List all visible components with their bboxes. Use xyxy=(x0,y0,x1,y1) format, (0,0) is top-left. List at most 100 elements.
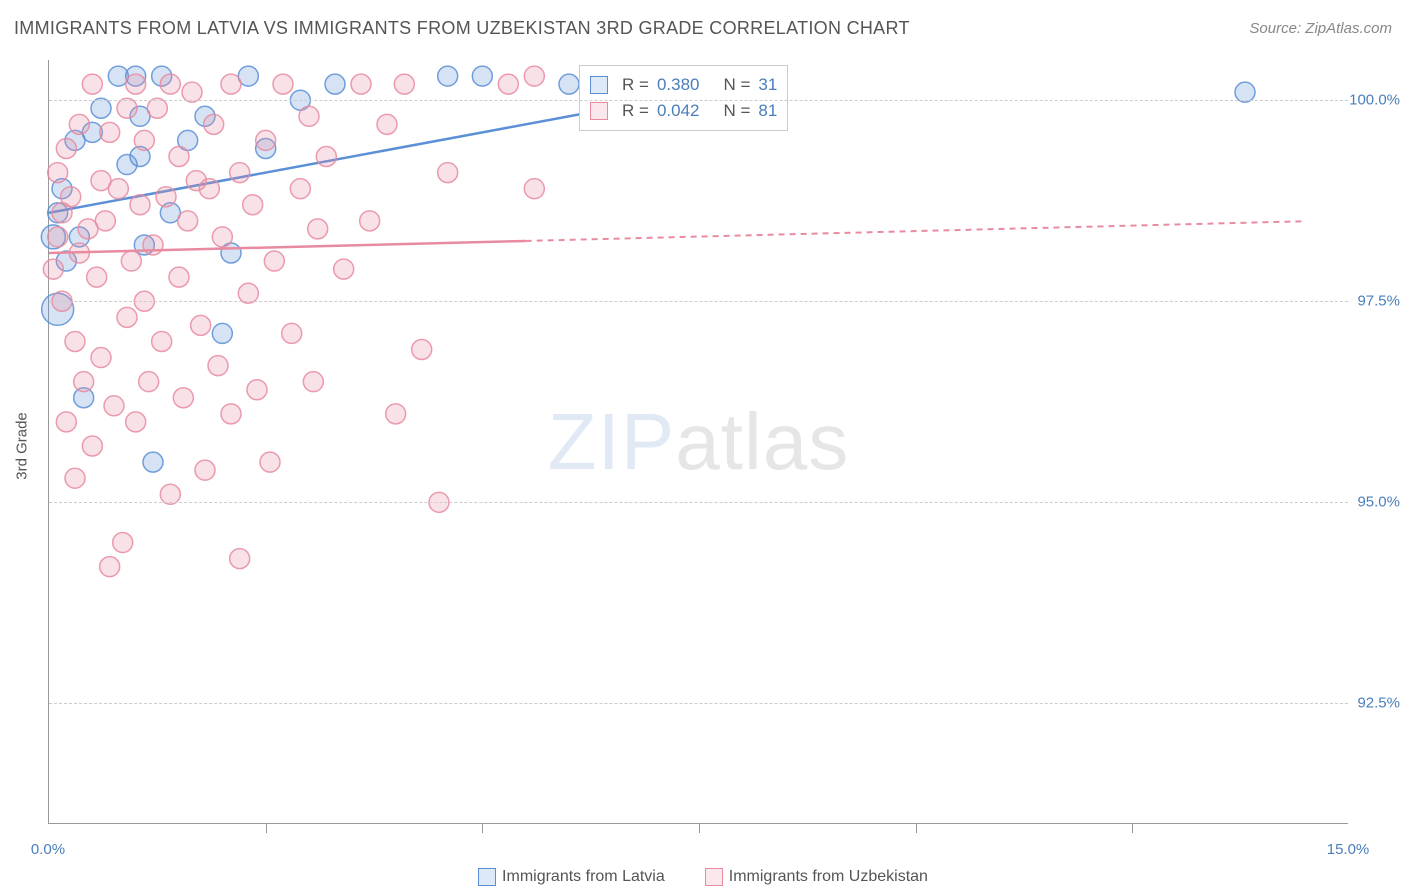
legend-swatch xyxy=(590,102,608,120)
scatter-point xyxy=(43,259,63,279)
scatter-point xyxy=(230,163,250,183)
scatter-point xyxy=(74,372,94,392)
scatter-point xyxy=(69,114,89,134)
scatter-point xyxy=(299,106,319,126)
scatter-point xyxy=(195,460,215,480)
scatter-point xyxy=(56,138,76,158)
scatter-point xyxy=(316,147,336,167)
stat-r-value: 0.042 xyxy=(657,101,700,121)
scatter-point xyxy=(82,74,102,94)
scatter-point xyxy=(108,179,128,199)
gridline xyxy=(49,301,1348,302)
x-tick xyxy=(1132,823,1133,833)
stat-legend-row: R = 0.042 N = 81 xyxy=(590,98,777,124)
scatter-point xyxy=(212,227,232,247)
chart-title: IMMIGRANTS FROM LATVIA VS IMMIGRANTS FRO… xyxy=(14,18,910,39)
x-tick-label: 0.0% xyxy=(31,841,65,858)
scatter-point xyxy=(204,114,224,134)
trend-line-extrapolated xyxy=(526,221,1306,241)
scatter-point xyxy=(143,452,163,472)
stat-n-value: 31 xyxy=(758,75,777,95)
gridline xyxy=(49,703,1348,704)
scatter-point xyxy=(438,66,458,86)
scatter-point xyxy=(334,259,354,279)
y-tick-label: 95.0% xyxy=(1357,494,1400,511)
scatter-point xyxy=(351,74,371,94)
scatter-point xyxy=(260,452,280,472)
scatter-point xyxy=(472,66,492,86)
scatter-point xyxy=(173,388,193,408)
legend-label: Immigrants from Uzbekistan xyxy=(729,868,928,885)
stat-n-value: 81 xyxy=(758,101,777,121)
scatter-point xyxy=(160,484,180,504)
scatter-point xyxy=(273,74,293,94)
stat-r-label: R = xyxy=(622,75,649,95)
scatter-point xyxy=(498,74,518,94)
scatter-point xyxy=(100,557,120,577)
scatter-point xyxy=(65,468,85,488)
legend-swatch xyxy=(478,868,496,886)
scatter-point xyxy=(130,195,150,215)
scatter-point xyxy=(325,74,345,94)
x-tick-label: 15.0% xyxy=(1327,841,1370,858)
scatter-point xyxy=(212,323,232,343)
scatter-point xyxy=(386,404,406,424)
scatter-point xyxy=(247,380,267,400)
scatter-point xyxy=(221,74,241,94)
legend-swatch xyxy=(590,76,608,94)
scatter-point xyxy=(182,82,202,102)
scatter-point xyxy=(117,98,137,118)
y-tick-label: 97.5% xyxy=(1357,293,1400,310)
y-tick-label: 100.0% xyxy=(1349,92,1400,109)
scatter-point xyxy=(243,195,263,215)
scatter-point xyxy=(308,219,328,239)
scatter-point xyxy=(438,163,458,183)
x-tick xyxy=(916,823,917,833)
scatter-point xyxy=(56,412,76,432)
scatter-svg xyxy=(49,60,1349,824)
scatter-point xyxy=(290,179,310,199)
scatter-point xyxy=(121,251,141,271)
x-tick xyxy=(266,823,267,833)
x-tick xyxy=(699,823,700,833)
gridline xyxy=(49,502,1348,503)
scatter-point xyxy=(147,98,167,118)
scatter-point xyxy=(48,163,68,183)
scatter-point xyxy=(126,412,146,432)
scatter-point xyxy=(126,74,146,94)
x-tick xyxy=(482,823,483,833)
scatter-point xyxy=(95,211,115,231)
source-prefix: Source: xyxy=(1249,20,1305,37)
scatter-point xyxy=(199,179,219,199)
stat-r-label: R = xyxy=(622,101,649,121)
y-tick-label: 92.5% xyxy=(1357,695,1400,712)
scatter-point xyxy=(87,267,107,287)
scatter-point xyxy=(221,404,241,424)
legend-item: Immigrants from Latvia xyxy=(478,868,665,886)
scatter-point xyxy=(230,549,250,569)
scatter-point xyxy=(113,533,133,553)
scatter-point xyxy=(91,98,111,118)
scatter-point xyxy=(264,251,284,271)
plot-area: ZIPatlas R =0.380N =31R =0.042N =81 92.5… xyxy=(48,60,1348,824)
source-attribution: Source: ZipAtlas.com xyxy=(1249,20,1392,37)
stat-n-label: N = xyxy=(723,75,750,95)
scatter-point xyxy=(117,307,137,327)
stat-n-label: N = xyxy=(723,101,750,121)
scatter-point xyxy=(191,315,211,335)
scatter-point xyxy=(178,211,198,231)
scatter-point xyxy=(377,114,397,134)
scatter-point xyxy=(152,331,172,351)
legend-item: Immigrants from Uzbekistan xyxy=(705,868,928,886)
scatter-point xyxy=(65,331,85,351)
scatter-point xyxy=(256,130,276,150)
trend-line xyxy=(49,241,526,253)
scatter-point xyxy=(524,66,544,86)
legend-swatch xyxy=(705,868,723,886)
scatter-point xyxy=(104,396,124,416)
scatter-point xyxy=(412,340,432,360)
bottom-legend: Immigrants from Latvia Immigrants from Uz… xyxy=(0,868,1406,886)
scatter-point xyxy=(360,211,380,231)
scatter-point xyxy=(208,356,228,376)
gridline xyxy=(49,100,1348,101)
